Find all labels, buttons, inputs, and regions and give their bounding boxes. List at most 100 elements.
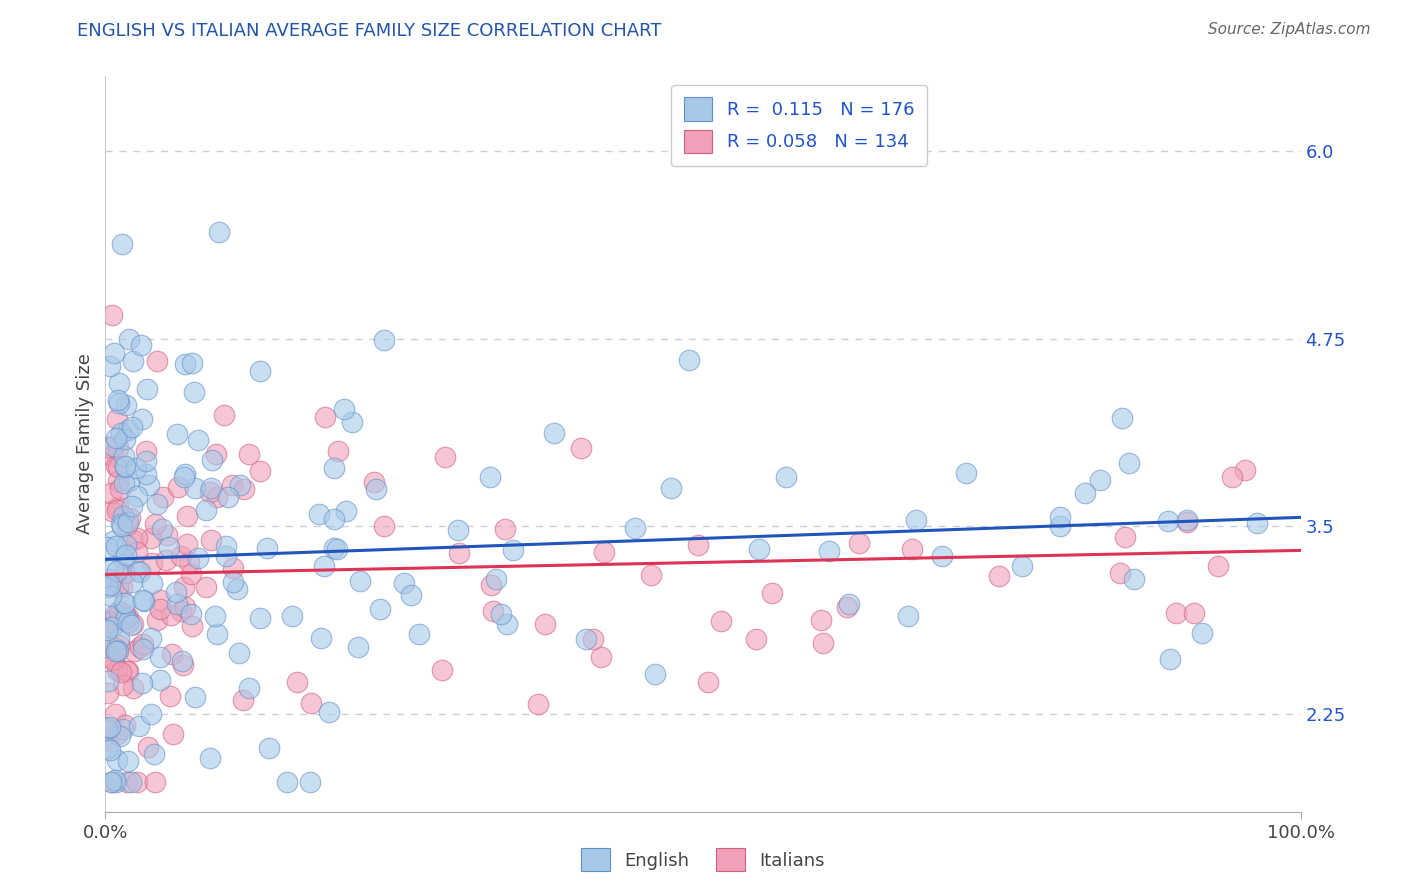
Italians (146, 353, 169, 368)
English (174, 467, 197, 481)
Italians (121, 681, 143, 696)
Italians (107, 727, 129, 741)
English (678, 353, 700, 368)
English (96, 623, 118, 637)
English (114, 548, 136, 562)
English (108, 729, 131, 743)
English (112, 449, 135, 463)
Italians (145, 614, 167, 628)
English (96, 721, 118, 735)
English (107, 643, 129, 657)
Italians (479, 577, 502, 591)
Italians (152, 491, 174, 505)
Italians (117, 664, 139, 678)
English (128, 565, 150, 579)
English (1175, 513, 1198, 527)
Italians (162, 647, 184, 661)
English (208, 225, 231, 239)
English (1118, 456, 1140, 470)
Italians (173, 599, 195, 614)
Italians (848, 536, 870, 550)
Italians (129, 640, 152, 655)
English (228, 646, 250, 660)
Italians (162, 727, 184, 741)
English (1122, 572, 1144, 586)
Italians (117, 664, 139, 678)
Italians (169, 549, 191, 564)
English (111, 519, 134, 533)
English (184, 481, 207, 495)
Italians (118, 511, 141, 525)
English (117, 754, 139, 768)
English (200, 482, 222, 496)
Legend: R =  0.115   N = 176, R = 0.058   N = 134: R = 0.115 N = 176, R = 0.058 N = 134 (671, 85, 927, 166)
Italians (373, 519, 395, 533)
Italians (901, 541, 924, 556)
Italians (107, 500, 129, 514)
Italians (114, 607, 136, 622)
English (128, 719, 150, 733)
English (366, 482, 388, 496)
English (122, 354, 145, 368)
English (217, 490, 239, 504)
English (325, 542, 347, 557)
Italians (107, 441, 129, 455)
Italians (1108, 566, 1130, 581)
Italians (179, 556, 201, 570)
English (108, 632, 131, 646)
Italians (141, 556, 163, 570)
English (110, 516, 132, 531)
Italians (232, 693, 254, 707)
English (114, 538, 136, 552)
Italians (127, 545, 149, 559)
Italians (527, 698, 550, 712)
English (1159, 652, 1181, 666)
English (165, 585, 187, 599)
English (98, 359, 121, 374)
Italians (221, 478, 243, 492)
Italians (98, 615, 121, 629)
Italians (447, 546, 470, 560)
English (249, 611, 271, 625)
English (447, 523, 470, 537)
English (97, 741, 120, 756)
English (394, 575, 416, 590)
Italians (105, 412, 128, 426)
Italians (117, 609, 139, 624)
English (180, 607, 202, 622)
English (101, 439, 124, 453)
Italians (108, 638, 131, 652)
Italians (104, 640, 127, 655)
English (373, 333, 395, 347)
English (139, 631, 162, 645)
English (103, 533, 125, 548)
Italians (112, 677, 135, 691)
Italians (149, 602, 172, 616)
Italians (222, 561, 245, 575)
Italians (103, 611, 125, 625)
English (495, 616, 517, 631)
English (143, 747, 166, 762)
English (299, 774, 322, 789)
English (183, 385, 205, 400)
English (228, 478, 250, 492)
Italians (122, 643, 145, 657)
English (114, 459, 136, 474)
English (115, 398, 138, 412)
Italians (114, 717, 136, 731)
Italians (710, 614, 733, 628)
Italians (143, 774, 166, 789)
Italians (640, 567, 662, 582)
English (166, 426, 188, 441)
English (222, 574, 245, 589)
Italians (100, 640, 122, 655)
English (322, 541, 344, 555)
English (323, 461, 346, 475)
Italians (101, 308, 124, 322)
English (502, 543, 524, 558)
English (132, 641, 155, 656)
English (104, 774, 127, 789)
Italians (1175, 516, 1198, 530)
Italians (101, 618, 124, 632)
English (181, 356, 204, 370)
